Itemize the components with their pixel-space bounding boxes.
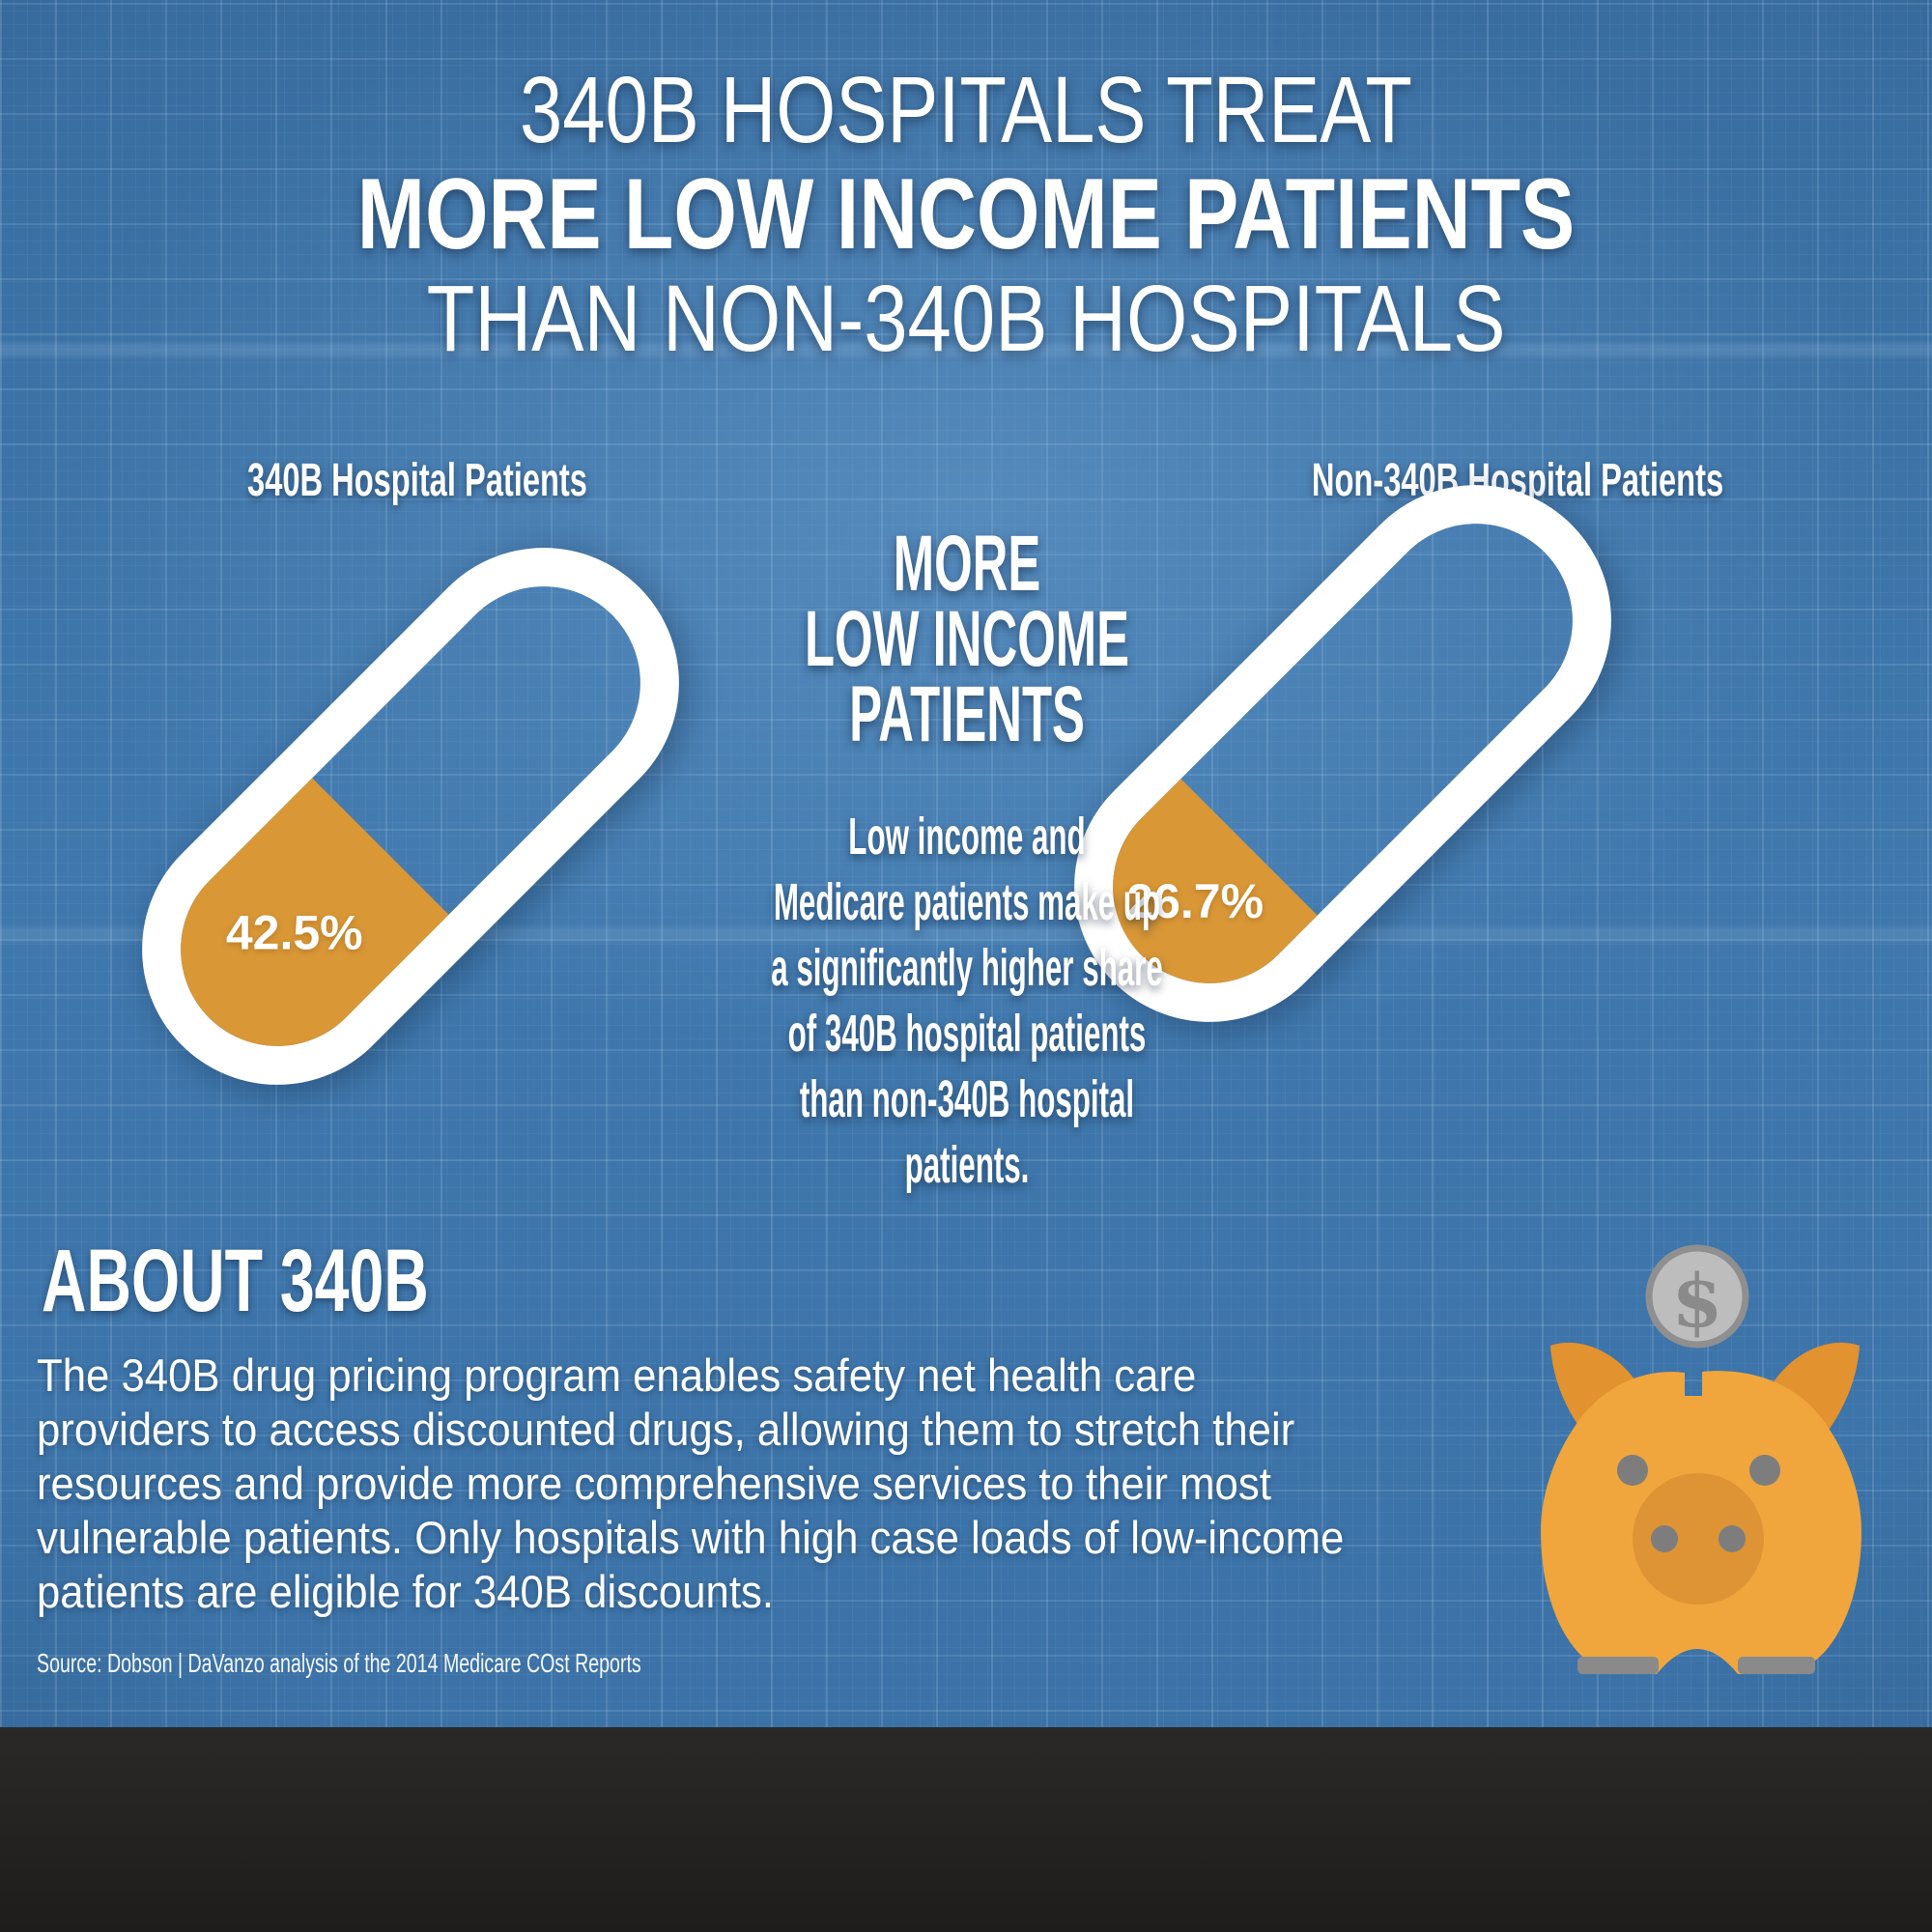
title-line-3: THAN NON-340B HOSPITALS <box>426 266 1506 371</box>
pig-snout <box>1633 1473 1764 1605</box>
pig-hoof-left <box>1577 1657 1659 1674</box>
coin-icon <box>1645 1244 1749 1349</box>
gauge-label-non340b: Non-340B Hospital Patients <box>1311 455 1724 506</box>
title-line-1: 340B HOSPITALS TREAT <box>520 57 1412 162</box>
about-heading: ABOUT 340B <box>42 1232 429 1330</box>
pig-eye-right <box>1749 1455 1780 1486</box>
page-title: 340B HOSPITALS TREAT MORE LOW INCOME PAT… <box>0 58 1932 371</box>
pig-ear-right <box>1767 1342 1860 1440</box>
center-annotation: Low income and Medicare patients make up… <box>771 808 1163 1194</box>
pig-ear-left <box>1550 1342 1643 1440</box>
footer-bar: Let it B. www.let340b.org <box>0 1727 1932 1932</box>
source-citation: Source: Dobson | DaVanzo analysis of the… <box>37 1648 641 1678</box>
pig-hoof-right <box>1738 1657 1815 1674</box>
center-heading: MORE LOW INCOME PATIENTS <box>804 520 1130 758</box>
piggy-bank-icon: $ <box>1541 1241 1869 1686</box>
gauge-value-340b: 42.5% <box>226 904 363 959</box>
title-line-2: MORE LOW INCOME PATIENTS <box>356 158 1576 270</box>
piggy-bank-svg: $ <box>1541 1244 1861 1674</box>
pig-nostril-left <box>1651 1525 1678 1552</box>
pig-eye-left <box>1617 1455 1648 1486</box>
about-body: The 340B drug pricing program enables sa… <box>37 1350 1345 1617</box>
gauge-label-340b: 340B Hospital Patients <box>247 455 587 506</box>
pig-nostril-right <box>1719 1525 1746 1552</box>
coin-dollar-symbol: $ <box>1672 1258 1723 1344</box>
